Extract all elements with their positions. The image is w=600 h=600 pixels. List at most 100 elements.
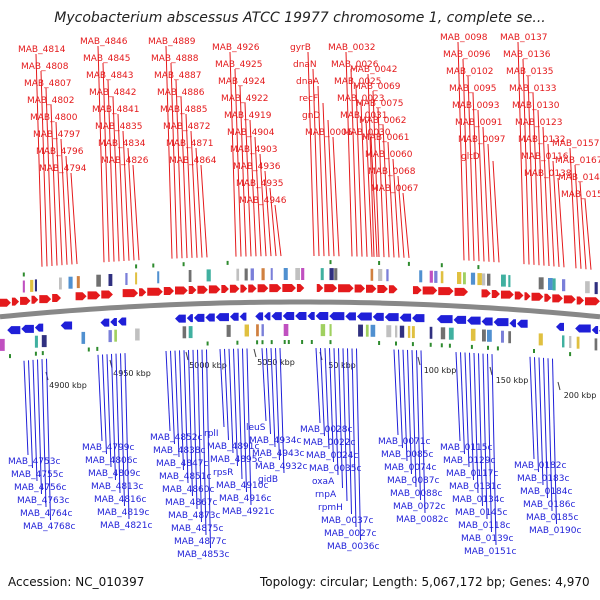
feature-mark (226, 324, 231, 337)
forward-label-leader (365, 119, 373, 257)
reverse-gene-label: MAB_0036c (327, 542, 380, 552)
feature-mark (182, 326, 187, 339)
forward-gene-label: MAB_0068 (368, 167, 416, 177)
reverse-label-leader (192, 349, 198, 510)
feature-mark (34, 279, 37, 292)
reverse-label-leader (469, 352, 474, 481)
reverse-gene-arrow (315, 312, 329, 321)
forward-gene-arrow (39, 295, 52, 304)
reverse-gene-label: MAB_4853c (177, 550, 230, 560)
reverse-gene-arrow (7, 326, 21, 335)
forward-label-leader (382, 124, 390, 258)
reverse-gene-arrow (215, 313, 229, 322)
reverse-gene-label: MAB_0145c (455, 508, 508, 518)
forward-gene-arrow (316, 284, 324, 293)
forward-label-leader (175, 79, 183, 259)
forward-label-leader (532, 92, 540, 266)
forward-label-leader (467, 75, 475, 261)
feature-mark (585, 281, 590, 294)
feature-mark (261, 268, 265, 281)
scale-tick (557, 381, 561, 391)
gc-mark (407, 261, 410, 266)
forward-gene-label: MAB_0098 (440, 33, 488, 43)
reverse-label-leader (487, 353, 492, 533)
forward-gene-arrow (122, 289, 139, 298)
feature-mark (434, 270, 438, 283)
accession-label: Accession: NC_010397 (8, 575, 145, 589)
reverse-label-leader (402, 349, 408, 462)
forward-gene-arrow (188, 286, 197, 295)
forward-gene-arrow (563, 295, 576, 304)
forward-gene-label: MAB_0093 (452, 101, 500, 111)
reverse-gene-arrow (436, 315, 453, 324)
reverse-label-leader (174, 350, 180, 458)
feature-mark (508, 275, 511, 288)
forward-gene-label: MAB_4796 (36, 147, 84, 157)
forward-gene-label: MAB_4871 (166, 139, 214, 149)
forward-label-leader (264, 170, 272, 257)
forward-gene-label: MAB_4935 (236, 179, 284, 189)
forward-gene-label: gnD (302, 111, 320, 121)
feature-mark (448, 327, 454, 340)
feature-mark (552, 278, 556, 291)
gc-mark (261, 340, 264, 345)
reverse-label-leader (266, 348, 271, 435)
feature-mark (463, 272, 466, 285)
forward-gene-label: MAB_0023 (337, 94, 385, 104)
reverse-gene-arrow (229, 312, 239, 321)
reverse-gene-label: MAB_4943c (252, 449, 305, 459)
forward-gene-arrow (175, 286, 188, 295)
reverse-label-leader (482, 353, 488, 520)
forward-label-leader (97, 45, 105, 263)
reverse-gene-label: MAB_4875c (171, 524, 224, 534)
forward-gene-label: MAB_0102 (446, 67, 494, 77)
reverse-gene-arrow (556, 322, 565, 331)
reverse-label-leader (106, 354, 112, 468)
forward-gene-arrow (11, 297, 20, 306)
forward-gene-label: MAB_4904 (227, 128, 275, 138)
reverse-gene-label: MAB_0117c (446, 469, 499, 479)
reverse-gene-label: MAB_0115c (440, 443, 493, 453)
forward-gene-label: MAB_0025 (334, 77, 382, 87)
forward-label-leader (317, 85, 325, 257)
forward-label-leader (127, 147, 135, 261)
reverse-gene-label: MAB_0024c (306, 451, 359, 461)
forward-gene-label: MAB_0030 (343, 128, 391, 138)
scale-label: 5000 kbp (189, 361, 227, 370)
reverse-gene-label: MAB_4799c (82, 443, 135, 453)
reverse-label-leader (224, 348, 229, 441)
gc-mark (448, 343, 451, 348)
forward-gene-arrow (229, 284, 240, 293)
forward-gene-label: MAB_0123 (515, 118, 563, 128)
forward-gene-arrow (163, 287, 175, 296)
feature-mark (0, 338, 5, 351)
forward-gene-arrow (544, 293, 552, 302)
scale-tick (489, 366, 493, 376)
reverse-label-leader (165, 350, 171, 432)
forward-gene-label: recF (299, 94, 318, 104)
forward-gene-label: MAB_4807 (24, 79, 72, 89)
gc-mark (440, 263, 443, 268)
scale-label: 200 kbp (564, 391, 597, 400)
backbone-ring (0, 299, 600, 320)
reverse-gene-label: MAB_4847c (156, 459, 209, 469)
gc-mark (329, 340, 332, 345)
feature-mark (283, 324, 289, 336)
feature-mark (477, 273, 482, 286)
forward-gene-label: MAB_0026 (331, 60, 379, 70)
feature-mark (188, 270, 192, 282)
reverse-label-leader (219, 349, 225, 428)
gc-mark (87, 347, 90, 352)
feature-mark (135, 272, 138, 285)
forward-gene-label: MAB_0031 (340, 111, 388, 121)
forward-label-leader (332, 136, 340, 257)
reverse-label-leader (329, 348, 334, 463)
forward-gene-label: MAB_0132 (518, 135, 566, 145)
feature-mark (244, 268, 248, 281)
gc-mark (470, 344, 473, 349)
feature-mark (295, 268, 300, 280)
feature-mark (378, 269, 383, 281)
reverse-gene-label: MAB_4764c (20, 509, 73, 519)
reverse-gene-arrow (117, 317, 127, 326)
